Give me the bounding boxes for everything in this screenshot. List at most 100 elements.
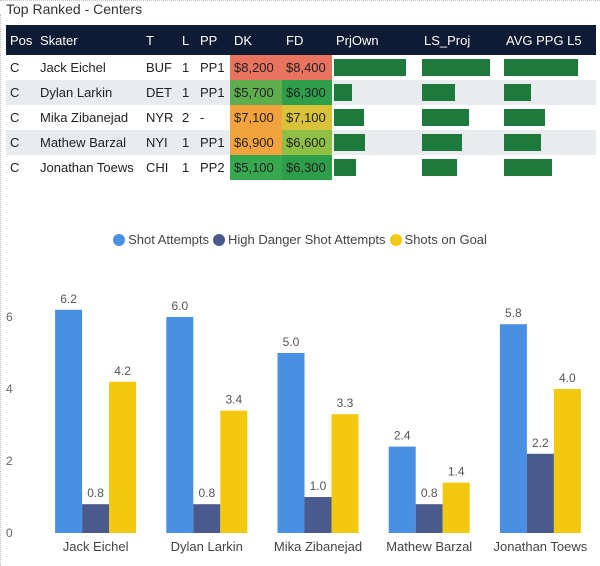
data-label: 0.8 <box>87 486 104 500</box>
legend-item[interactable]: High Danger Shot Attempts <box>213 232 386 247</box>
cell-line: 1 <box>178 130 196 155</box>
cell-skater: Mika Zibanejad <box>40 110 129 125</box>
cell-prjown-bar <box>332 105 420 130</box>
cell-avg-ppg-bar <box>502 105 596 130</box>
bar-shot-attempts <box>166 317 194 533</box>
y-tick-label: 0 <box>6 526 13 540</box>
header-skater[interactable]: Skater <box>36 25 142 55</box>
ls-proj-data-bar <box>422 134 462 151</box>
centers-table: Pos Skater T L PP DK FD PrjOwn LS_Proj A… <box>6 25 596 180</box>
cell-avg-ppg-bar <box>502 155 596 180</box>
frame-top-border <box>0 0 600 1</box>
legend-label: Shot Attempts <box>128 232 209 247</box>
ls-proj-data-bar <box>422 59 490 76</box>
cell-team: NYI <box>142 130 178 155</box>
header-prjown[interactable]: PrjOwn <box>332 25 420 55</box>
ls-proj-data-bar <box>422 109 469 126</box>
header-dk[interactable]: DK <box>230 25 282 55</box>
y-tick-label: 6 <box>6 310 13 324</box>
cell-fd-salary: $8,400 <box>282 55 332 80</box>
legend-label: Shots on Goal <box>404 232 487 247</box>
bar-high-danger-shot-attempts <box>526 453 554 533</box>
cell-prjown-bar <box>332 155 420 180</box>
cell-fd-salary: $6,300 <box>282 155 332 180</box>
cell-pp: PP1 <box>196 80 230 105</box>
cell-pos: C <box>10 110 20 125</box>
cell-avg-ppg-bar <box>502 130 596 155</box>
data-label: 1.0 <box>310 479 327 493</box>
legend-label: High Danger Shot Attempts <box>228 232 386 247</box>
data-label: 3.4 <box>225 393 242 407</box>
cell-line: 1 <box>178 80 196 105</box>
bar-shots-on-goal <box>220 410 248 533</box>
bar-shot-attempts <box>499 324 527 533</box>
bar-high-danger-shot-attempts <box>415 504 443 533</box>
cell-pp: PP1 <box>200 60 225 75</box>
data-label: 2.2 <box>532 436 549 450</box>
table-row[interactable]: C Jonathan Toews CHI 1 PP2 $5,100 $6,300 <box>6 155 596 180</box>
cell-fd-salary: $6,300 <box>282 80 332 105</box>
cell-ls-proj-bar <box>420 105 502 130</box>
header-team[interactable]: T <box>142 25 178 55</box>
bar-high-danger-shot-attempts <box>193 504 221 533</box>
cell-pp: PP2 <box>200 160 225 175</box>
cell-dk-salary: $7,100 <box>230 105 282 130</box>
x-tick-label: Mathew Barzal <box>386 539 472 554</box>
frame-left-border <box>0 14 1 566</box>
prjown-data-bar <box>334 84 352 101</box>
table-row[interactable]: C Jack Eichel BUF 1 PP1 $8,200 $8,400 <box>6 55 596 80</box>
bar-shot-attempts <box>277 353 305 533</box>
table-row[interactable]: C Mika Zibanejad NYR 2- $7,100 $7,100 <box>6 105 596 130</box>
cell-skater: Mathew Barzal <box>36 130 142 155</box>
ls-proj-data-bar <box>422 159 457 176</box>
y-tick-label: 4 <box>6 382 13 396</box>
bar-shots-on-goal <box>553 389 581 533</box>
cell-avg-ppg-bar <box>502 80 596 105</box>
legend-item[interactable]: Shots on Goal <box>389 232 487 247</box>
data-label: 5.0 <box>283 335 300 349</box>
data-label: 4.0 <box>559 371 576 385</box>
cell-dk-salary: $8,200 <box>230 55 282 80</box>
cell-line: 1 <box>182 160 190 175</box>
data-label: 2.4 <box>394 429 411 443</box>
cell-dk-salary: $5,100 <box>230 155 282 180</box>
bar-shots-on-goal <box>442 482 470 533</box>
header-pp[interactable]: PP <box>196 25 230 55</box>
header-pos[interactable]: Pos <box>6 25 36 55</box>
data-label: 3.3 <box>337 396 354 410</box>
data-label: 6.2 <box>60 292 77 306</box>
table-row[interactable]: C Dylan Larkin DET 1 PP1 $5,700 $6,300 <box>6 80 596 105</box>
table-header-row: Pos Skater T L PP DK FD PrjOwn LS_Proj A… <box>6 25 596 55</box>
avg-ppg-data-bar <box>504 159 552 176</box>
avg-ppg-data-bar <box>504 59 578 76</box>
legend-dot-icon <box>213 233 225 246</box>
bar-shot-attempts <box>388 446 416 533</box>
cell-prjown-bar <box>332 80 420 105</box>
cell-ls-proj-bar <box>420 130 502 155</box>
shots-bar-chart: 0 2 4 6 6.2 0.8 4.2 Jack Eichel 6.0 0.8 3.4 Dylan L… <box>6 292 588 554</box>
header-fd[interactable]: FD <box>282 25 332 55</box>
header-avg-ppg[interactable]: AVG PPG L5 <box>502 25 596 55</box>
table-row[interactable]: C Mathew Barzal NYI 1 PP1 $6,900 $6,600 <box>6 130 596 155</box>
cell-prjown-bar <box>332 130 420 155</box>
cell-team: BUF <box>146 60 172 75</box>
legend-item[interactable]: Shot Attempts <box>113 232 209 247</box>
cell-team: CHI <box>146 160 169 175</box>
avg-ppg-data-bar <box>504 84 531 101</box>
cell-avg-ppg-bar <box>502 55 596 80</box>
x-tick-label: Jonathan Toews <box>494 539 588 554</box>
data-label: 0.8 <box>198 486 215 500</box>
legend-dot-icon <box>389 233 402 246</box>
header-ls-proj[interactable]: LS_Proj <box>420 25 502 55</box>
data-label: 4.2 <box>114 364 131 378</box>
prjown-data-bar <box>334 134 365 151</box>
cell-team: NYR <box>146 110 174 125</box>
cell-pos: C <box>10 160 20 175</box>
data-label: 1.4 <box>448 465 465 479</box>
data-label: 5.8 <box>505 306 522 320</box>
prjown-data-bar <box>334 59 406 76</box>
y-tick-label: 2 <box>6 454 13 468</box>
bar-high-danger-shot-attempts <box>82 504 110 533</box>
bar-shots-on-goal <box>109 381 137 533</box>
header-line[interactable]: L <box>178 25 196 55</box>
